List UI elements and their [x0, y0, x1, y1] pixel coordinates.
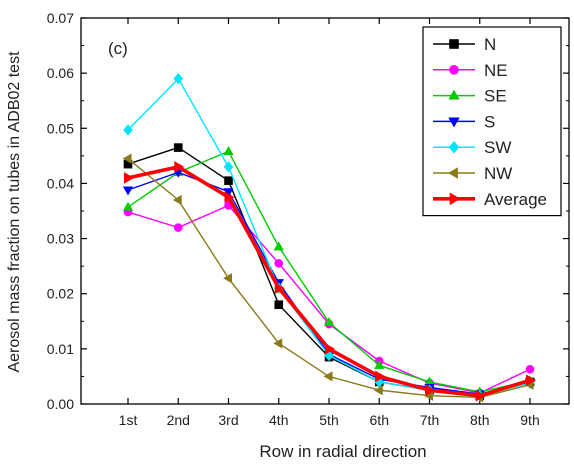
legend-item-n: N [433, 35, 496, 54]
series-nw [122, 153, 534, 403]
data-point-n [274, 300, 284, 310]
legend-item-sw: SW [433, 138, 511, 157]
legend-label-sw: SW [484, 138, 511, 157]
legend-label-s: S [484, 112, 495, 131]
legend-marker-n [449, 39, 459, 49]
legend-marker-ne [449, 65, 459, 75]
legend-marker-nw [447, 167, 458, 179]
data-point-ne [525, 364, 535, 374]
y-tick-label: 0.00 [47, 396, 74, 412]
x-tick-label: 3rd [218, 412, 238, 428]
legend-marker-s [448, 117, 460, 128]
x-tick-label: 6th [370, 412, 389, 428]
x-tick-label: 4th [269, 412, 288, 428]
legend-item-ne: NE [433, 61, 508, 80]
data-point-average [375, 370, 386, 383]
x-tick-label: 2nd [167, 412, 190, 428]
x-axis-title: Row in radial direction [259, 442, 426, 461]
data-point-sw [123, 124, 133, 136]
data-point-se [122, 201, 134, 211]
data-point-se [374, 359, 385, 369]
data-point-s [122, 186, 134, 196]
y-tick-label: 0.02 [47, 286, 74, 302]
data-point-se [223, 146, 234, 155]
data-point-nw [373, 385, 383, 396]
data-point-nw [223, 273, 232, 284]
legend-label-nw: NW [484, 164, 512, 183]
y-tick-label: 0.07 [47, 10, 74, 26]
x-tick-label: 8th [470, 412, 489, 428]
legend-marker-se [448, 89, 460, 100]
data-point-average [174, 161, 185, 173]
series-average [124, 161, 537, 402]
data-point-ne [274, 259, 284, 268]
data-point-nw [273, 338, 283, 349]
data-point-average [475, 389, 486, 402]
data-point-n [173, 143, 183, 152]
x-tick-label: 9th [520, 412, 539, 428]
legend-label-average: Average [484, 190, 547, 209]
legend: N NE SE S SW NW Average [422, 26, 562, 217]
y-tick-label: 0.05 [47, 120, 74, 136]
data-point-average [224, 191, 235, 204]
y-axis: 0.00 0.01 0.02 0.03 0.04 0.05 0.06 0.07 [47, 10, 569, 412]
legend-item-se: SE [433, 87, 507, 106]
legend-label-se: SE [484, 87, 507, 106]
data-point-se [273, 241, 284, 251]
panel-label: (c) [108, 39, 128, 58]
data-point-average [526, 374, 537, 387]
series-ne [123, 201, 535, 398]
y-tick-label: 0.06 [47, 65, 74, 81]
series-line-ne [127, 204, 531, 394]
data-point-average [325, 343, 336, 355]
y-axis-title: Aerosol mass fraction on tubes in ADB02 … [6, 51, 23, 373]
data-point-n [224, 176, 233, 185]
y-tick-label: 0.03 [47, 231, 74, 247]
legend-label-n: N [484, 35, 496, 54]
legend-item-average: Average [433, 190, 547, 209]
x-tick-label: 7th [420, 412, 439, 428]
data-point-sw [173, 72, 184, 85]
x-axis: 1st 2nd 3rd 4th 5th 6th 7th 8th 9th [119, 18, 540, 428]
series-layer [122, 72, 537, 403]
legend-item-nw: NW [433, 164, 512, 183]
data-point-se [323, 316, 335, 326]
data-point-sw [223, 161, 234, 173]
data-point-nw [122, 153, 132, 164]
data-point-nw [323, 371, 333, 382]
data-point-average [274, 282, 285, 295]
data-point-nw [172, 194, 182, 206]
y-tick-label: 0.04 [47, 175, 74, 191]
data-point-average [124, 172, 135, 184]
data-point-ne [173, 223, 183, 232]
data-point-average [425, 384, 436, 397]
x-tick-label: 5th [319, 412, 338, 428]
legend-item-s: S [433, 112, 495, 131]
x-tick-label: 1st [119, 412, 138, 428]
legend-marker-sw [448, 140, 460, 154]
legend-marker-average [449, 192, 461, 206]
y-tick-label: 0.01 [47, 341, 74, 357]
legend-label-ne: NE [484, 61, 508, 80]
